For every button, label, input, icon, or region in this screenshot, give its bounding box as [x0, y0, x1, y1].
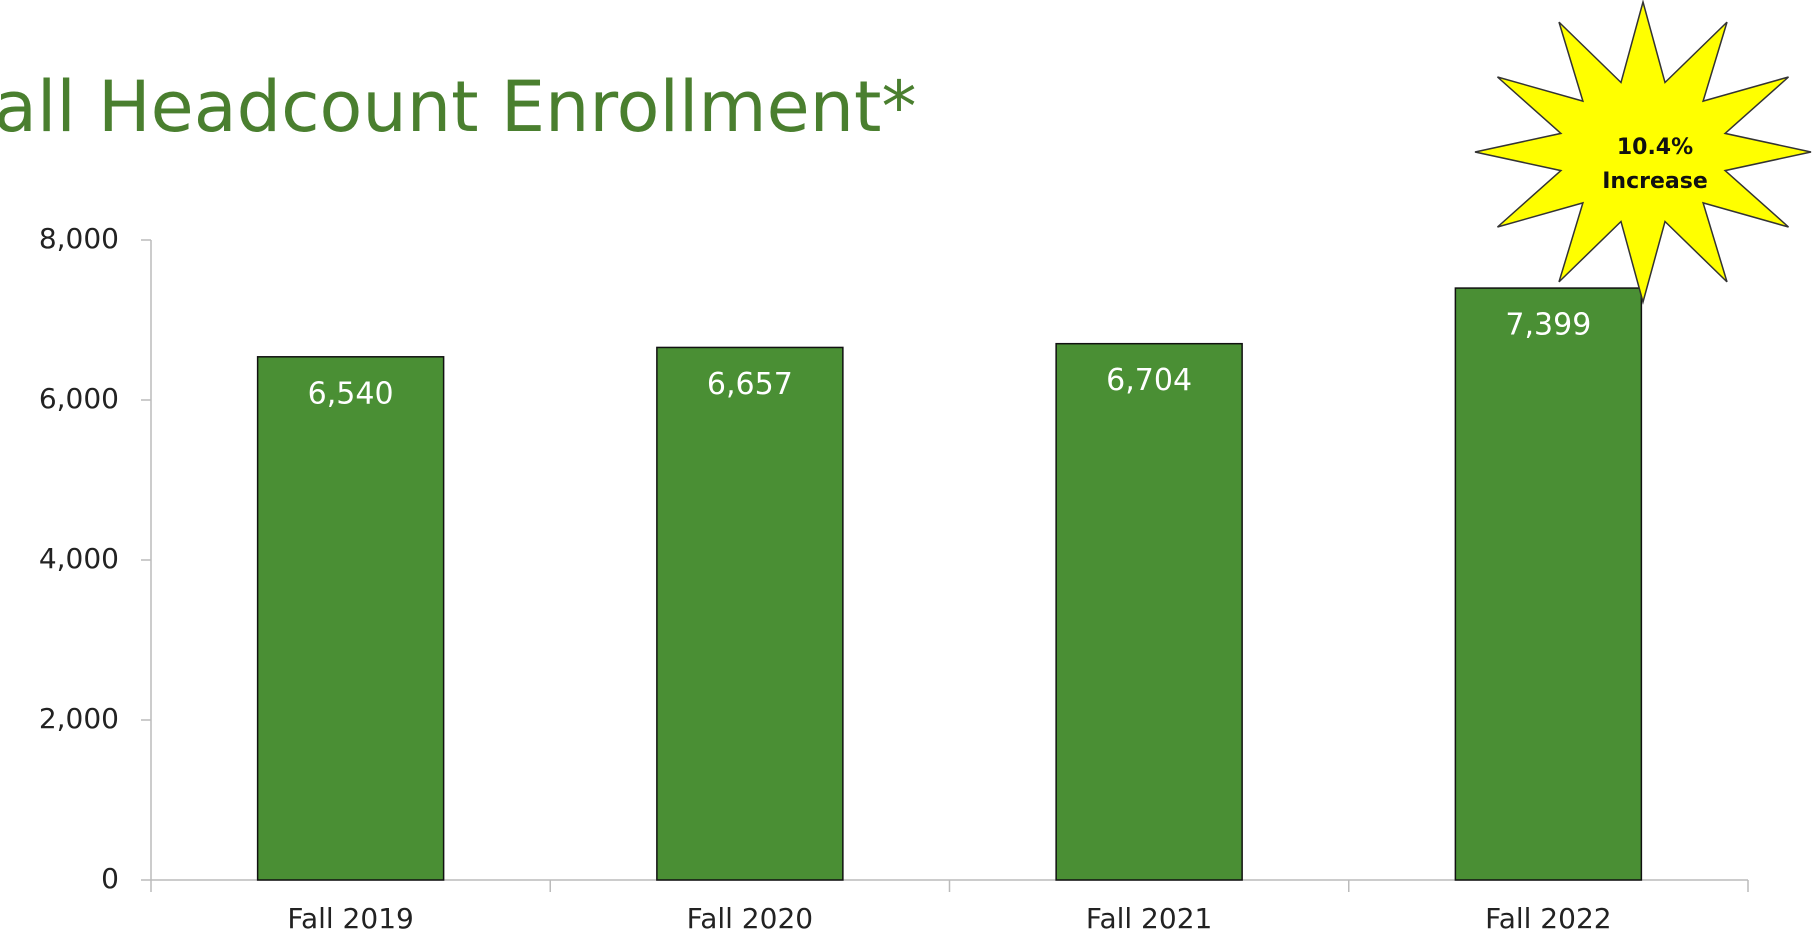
y-tick-label: 6,000 [39, 382, 119, 415]
bar [1055, 342, 1243, 881]
y-tick-label: 2,000 [39, 702, 119, 735]
y-tick-label: 4,000 [39, 542, 119, 575]
data-label: 6,704 [1106, 363, 1192, 398]
chart-title: all Headcount Enrollment* [0, 66, 916, 148]
y-tick-label: 8,000 [39, 222, 119, 255]
x-tick-label: Fall 2021 [1086, 902, 1212, 934]
x-tick-label: Fall 2019 [287, 902, 413, 934]
bar [256, 356, 445, 881]
bar [656, 346, 844, 881]
x-tick-label: Fall 2022 [1485, 902, 1611, 934]
y-tick-label: 0 [101, 862, 119, 895]
annotation-line: 10.4% [1617, 135, 1693, 160]
starburst-shape [1474, 0, 1812, 305]
annotation-line: Increase [1602, 169, 1708, 194]
x-tick-label: Fall 2020 [687, 902, 813, 934]
starburst: 10.4% Increase [1474, 0, 1812, 305]
data-label: 7,399 [1505, 308, 1591, 343]
bar [1454, 287, 1643, 881]
data-label: 6,540 [308, 376, 394, 411]
data-label: 6,657 [707, 367, 793, 402]
